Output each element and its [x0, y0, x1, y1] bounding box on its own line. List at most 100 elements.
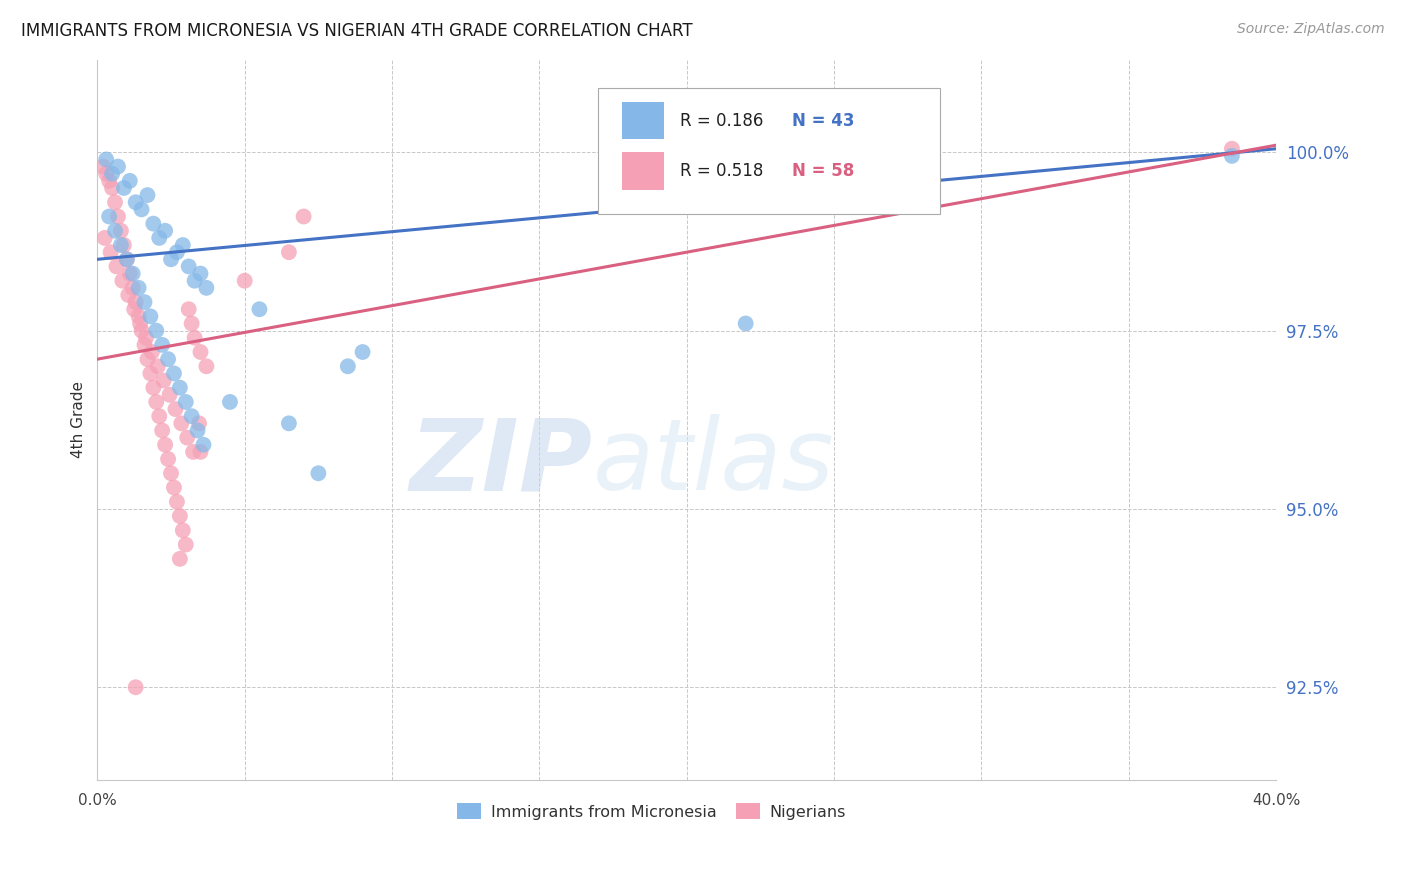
Point — [112, 181, 135, 195]
Point — [93, 231, 115, 245]
Point — [122, 302, 145, 317]
Text: Source: ZipAtlas.com: Source: ZipAtlas.com — [1237, 22, 1385, 37]
Point — [145, 395, 167, 409]
Point — [96, 167, 118, 181]
Point — [124, 295, 146, 310]
Text: IMMIGRANTS FROM MICRONESIA VS NIGERIAN 4TH GRADE CORRELATION CHART: IMMIGRANTS FROM MICRONESIA VS NIGERIAN 4… — [21, 22, 693, 40]
Point — [352, 345, 374, 359]
Point — [190, 445, 212, 459]
Point — [153, 224, 176, 238]
Point — [121, 267, 143, 281]
Text: R = 0.186: R = 0.186 — [679, 112, 763, 129]
Point — [159, 388, 181, 402]
Point — [177, 302, 200, 317]
Text: 0.0%: 0.0% — [77, 793, 117, 808]
Point — [734, 317, 756, 331]
Point — [177, 260, 200, 274]
Point — [195, 359, 218, 374]
Point — [139, 310, 162, 324]
Point — [100, 245, 122, 260]
Text: R = 0.518: R = 0.518 — [679, 162, 763, 180]
Point — [336, 359, 359, 374]
Point — [307, 467, 329, 481]
Point — [183, 274, 205, 288]
FancyBboxPatch shape — [599, 88, 941, 214]
Point — [146, 359, 169, 374]
Text: ZIP: ZIP — [409, 415, 592, 511]
Point — [98, 174, 121, 188]
FancyBboxPatch shape — [621, 102, 664, 139]
Point — [166, 495, 188, 509]
Point — [152, 374, 174, 388]
Point — [1220, 142, 1243, 156]
Point — [190, 345, 212, 359]
Point — [183, 331, 205, 345]
Point — [233, 274, 256, 288]
Point — [101, 181, 124, 195]
Point — [104, 224, 127, 238]
Legend: Immigrants from Micronesia, Nigerians: Immigrants from Micronesia, Nigerians — [451, 797, 852, 826]
Point — [96, 153, 118, 167]
Point — [190, 267, 212, 281]
Point — [112, 238, 135, 252]
Point — [169, 381, 191, 395]
Point — [166, 245, 188, 260]
Point — [174, 538, 197, 552]
Point — [115, 252, 138, 267]
Point — [148, 409, 170, 424]
Point — [141, 345, 163, 359]
Point — [142, 381, 165, 395]
Point — [165, 402, 187, 417]
Text: N = 58: N = 58 — [792, 162, 853, 180]
Point — [148, 231, 170, 245]
Point — [169, 509, 191, 524]
Point — [98, 210, 121, 224]
Point — [277, 417, 299, 431]
Point — [110, 224, 132, 238]
Point — [292, 210, 315, 224]
Point — [128, 281, 150, 295]
Point — [124, 680, 146, 694]
Point — [1220, 149, 1243, 163]
Point — [128, 310, 150, 324]
Point — [150, 338, 173, 352]
Point — [115, 252, 138, 267]
Point — [163, 367, 186, 381]
Point — [157, 452, 180, 467]
Point — [142, 217, 165, 231]
Point — [111, 274, 134, 288]
Y-axis label: 4th Grade: 4th Grade — [72, 381, 86, 458]
Point — [157, 352, 180, 367]
Point — [101, 167, 124, 181]
Text: 40.0%: 40.0% — [1251, 793, 1301, 808]
Point — [172, 524, 194, 538]
Point — [193, 438, 215, 452]
Point — [145, 324, 167, 338]
Point — [121, 281, 143, 295]
Point — [129, 317, 152, 331]
Point — [124, 195, 146, 210]
Point — [131, 202, 153, 217]
Point — [134, 338, 156, 352]
Point — [150, 424, 173, 438]
Point — [181, 445, 204, 459]
Point — [187, 424, 209, 438]
Point — [136, 188, 159, 202]
Point — [277, 245, 299, 260]
Point — [136, 352, 159, 367]
FancyBboxPatch shape — [621, 153, 664, 190]
Point — [176, 431, 198, 445]
Point — [219, 395, 242, 409]
Text: N = 43: N = 43 — [792, 112, 853, 129]
Point — [172, 238, 194, 252]
Point — [153, 438, 176, 452]
Point — [134, 295, 156, 310]
Point — [131, 324, 153, 338]
Point — [104, 195, 127, 210]
Point — [117, 288, 139, 302]
Point — [139, 367, 162, 381]
Point — [91, 160, 114, 174]
Point — [169, 552, 191, 566]
Point — [188, 417, 211, 431]
Point — [107, 210, 129, 224]
